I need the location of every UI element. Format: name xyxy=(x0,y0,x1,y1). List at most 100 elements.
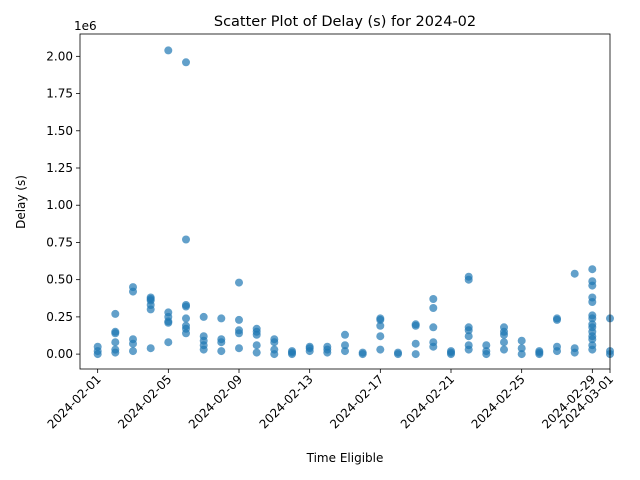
y-tick-label-0: 0.00 xyxy=(46,347,73,361)
data-point-42 xyxy=(217,347,226,356)
data-point-116 xyxy=(570,348,579,357)
data-point-24 xyxy=(164,338,173,347)
data-point-74 xyxy=(376,332,385,341)
data-point-122 xyxy=(588,265,597,274)
data-point-75 xyxy=(376,345,385,354)
data-point-93 xyxy=(464,326,473,335)
data-point-128 xyxy=(588,314,597,323)
data-point-78 xyxy=(411,350,420,359)
x-tick-label-6: 2024-02-25 xyxy=(469,372,528,431)
data-point-54 xyxy=(270,338,279,347)
x-ticks: 2024-02-01 2024-02-05 2024-02-09 2024-02-13… xyxy=(45,369,616,431)
data-point-106 xyxy=(517,344,526,353)
data-point-46 xyxy=(235,278,243,287)
data-point-41 xyxy=(217,338,226,347)
data-point-39 xyxy=(217,314,226,323)
data-point-130 xyxy=(588,327,597,336)
y-tick-label-5: 1.25 xyxy=(46,161,73,175)
data-point-10 xyxy=(129,339,137,348)
data-point-99 xyxy=(482,347,491,356)
data-point-79 xyxy=(411,339,420,348)
data-point-77 xyxy=(394,348,402,357)
data-point-33 xyxy=(182,329,190,338)
data-point-52 xyxy=(252,341,261,350)
data-point-81 xyxy=(411,321,420,330)
y-tick-label-1: 0.25 xyxy=(46,310,73,324)
data-point-47 xyxy=(235,344,243,353)
data-point-103 xyxy=(500,338,508,347)
y-tick-label-7: 1.75 xyxy=(46,87,73,101)
x-tick-label-2: 2024-02-09 xyxy=(186,372,245,431)
data-point-66 xyxy=(341,341,349,350)
y-ticks: 0.00 0.25 0.50 0.75 1.00 1.25 1.50 1.75 2.00 xyxy=(46,49,80,361)
data-point-114 xyxy=(553,347,561,356)
data-point-131 xyxy=(588,335,597,344)
data-point-38 xyxy=(199,312,208,321)
data-point-65 xyxy=(323,348,332,357)
data-point-17 xyxy=(146,295,155,303)
data-point-82 xyxy=(429,323,438,332)
data-point-89 xyxy=(447,348,455,357)
data-point-70 xyxy=(358,348,367,357)
data-point-51 xyxy=(252,348,261,357)
data-point-67 xyxy=(341,330,349,339)
data-point-91 xyxy=(464,275,473,284)
data-point-102 xyxy=(500,330,508,339)
data-point-105 xyxy=(517,336,526,345)
data-point-121 xyxy=(588,345,597,354)
data-point-56 xyxy=(270,350,279,359)
data-point-59 xyxy=(288,347,296,356)
y-tick-label-4: 1.00 xyxy=(46,198,73,212)
plot-frame xyxy=(79,33,611,370)
data-point-86 xyxy=(429,304,438,312)
y-axis-label: Delay (s) xyxy=(14,175,28,229)
data-point-13 xyxy=(129,287,137,296)
x-tick-label-0: 2024-02-01 xyxy=(45,372,104,431)
x-tick-label-5: 2024-02-21 xyxy=(398,372,457,431)
data-point-117 xyxy=(570,269,579,278)
data-point-19 xyxy=(146,305,155,314)
data-point-28 xyxy=(182,235,190,244)
y-tick-label-3: 0.75 xyxy=(46,235,73,249)
x-axis-label: Time Eligible xyxy=(306,451,384,465)
data-point-4 xyxy=(111,345,120,354)
data-point-104 xyxy=(500,345,508,354)
x-tick-label-3: 2024-02-13 xyxy=(257,372,316,431)
data-point-43 xyxy=(235,315,243,324)
y-tick-label-2: 0.50 xyxy=(46,273,73,287)
data-point-11 xyxy=(129,347,137,356)
y-offset-label: 1e6 xyxy=(74,19,97,33)
data-point-16 xyxy=(146,344,155,353)
data-point-68 xyxy=(341,347,349,356)
data-point-30 xyxy=(182,302,190,311)
data-point-2 xyxy=(93,347,102,356)
data-point-72 xyxy=(376,315,385,324)
y-tick-label-6: 1.50 xyxy=(46,124,73,138)
data-point-8 xyxy=(111,329,120,338)
data-point-25 xyxy=(164,318,173,327)
data-point-129 xyxy=(588,320,597,329)
data-point-107 xyxy=(517,350,526,359)
data-point-110 xyxy=(535,350,544,359)
chart-title: Scatter Plot of Delay (s) for 2024-02 xyxy=(214,14,476,30)
data-point-27 xyxy=(182,58,190,67)
data-point-23 xyxy=(164,46,173,55)
data-point-126 xyxy=(588,298,597,306)
data-point-98 xyxy=(482,341,491,350)
data-point-37 xyxy=(199,345,208,354)
x-tick-label-4: 2024-02-17 xyxy=(327,372,386,431)
data-points xyxy=(93,46,614,359)
data-point-7 xyxy=(111,309,120,318)
data-point-62 xyxy=(305,347,314,356)
data-point-96 xyxy=(464,345,473,354)
data-point-124 xyxy=(588,281,597,290)
data-point-50 xyxy=(252,330,261,339)
data-point-45 xyxy=(235,329,243,338)
data-point-73 xyxy=(376,321,385,330)
data-point-85 xyxy=(429,342,438,351)
data-point-94 xyxy=(464,332,473,341)
data-point-5 xyxy=(111,338,120,347)
data-point-31 xyxy=(182,314,190,323)
x-tick-label-1: 2024-02-05 xyxy=(115,372,174,431)
